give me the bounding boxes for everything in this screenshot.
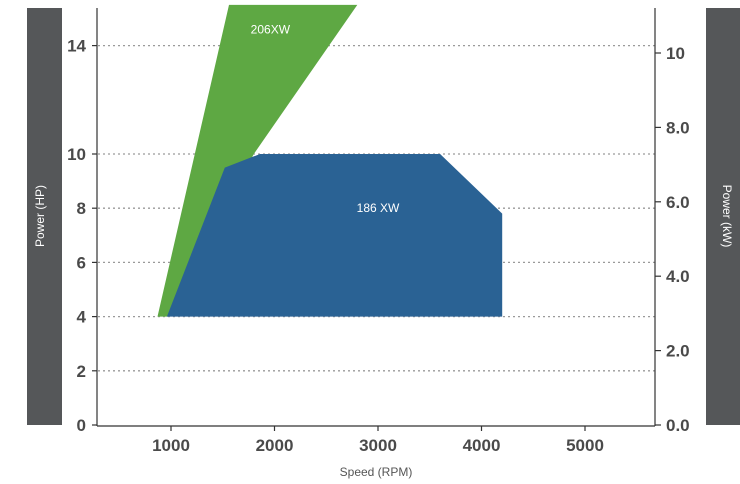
y-left-tick-label: 14 (67, 37, 86, 56)
x-tick-label: 4000 (463, 436, 501, 455)
y-left-tick-label: 8 (77, 199, 86, 218)
y-left-tick-label: 4 (77, 308, 87, 327)
y-left-tick-label: 0 (77, 416, 86, 435)
x-axis-title: Speed (RPM) (340, 465, 413, 479)
plot-areas: 206XW 186 XW (157, 4, 503, 317)
y-right-tick-label: 8.0 (666, 118, 690, 137)
y-right-tick-label: 2.0 (666, 342, 690, 361)
y-left-tick-label: 6 (77, 253, 86, 272)
right-axis-bar (706, 8, 740, 425)
y-right-tick-label: 0.0 (666, 416, 690, 435)
y-left-tick-label: 2 (77, 362, 86, 381)
y-right-tick-label: 10 (666, 44, 685, 63)
x-tick-label: 3000 (359, 436, 397, 455)
y-left-tick-label: 10 (67, 145, 86, 164)
x-tick-label: 2000 (256, 436, 294, 455)
series-label: 206XW (251, 22, 291, 36)
y-right-tick-label: 4.0 (666, 267, 690, 286)
y-right-tick-label: 6.0 (666, 193, 690, 212)
area-series-1 (166, 154, 503, 317)
series-label: 186 XW (357, 201, 400, 215)
left-axis-bar (27, 8, 62, 425)
x-tick-label: 5000 (566, 436, 604, 455)
tick-marks: 0 2 4 6 8 10 14 16 0.0 2.0 4.0 6.0 8.0 10 1000 2000 3000… (67, 0, 690, 455)
y-left-tick-label: 16 (67, 0, 86, 1)
x-tick-label: 1000 (152, 436, 190, 455)
y-left-axis-title: Power (HP) (33, 185, 47, 247)
y-right-axis-title: Power (kW) (720, 185, 734, 248)
